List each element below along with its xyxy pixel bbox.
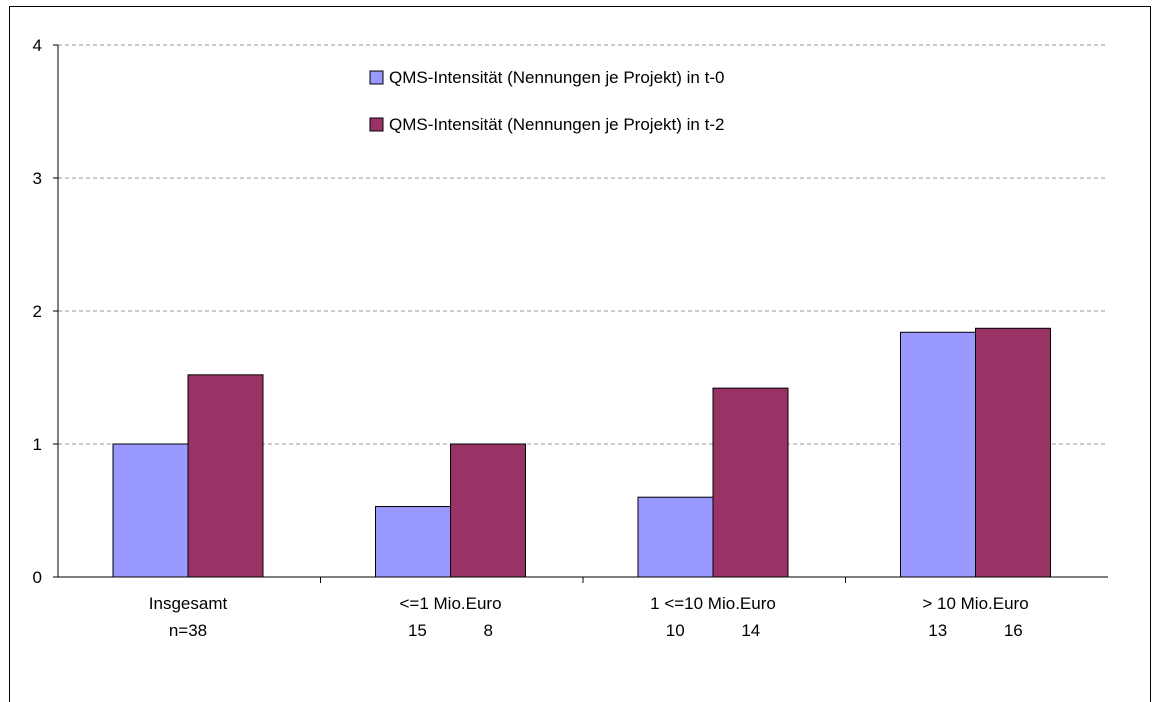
category-label: <=1 Mio.Euro — [399, 594, 501, 613]
bar-t0 — [900, 331, 976, 578]
bar-t0 — [637, 496, 714, 578]
x-axis-labels: Insgesamt n=38 <=1 Mio.Euro 15 8 1 <=10 Mio.… — [149, 594, 1029, 640]
category-label: > 10 Mio.Euro — [922, 594, 1028, 613]
y-tick-label: 2 — [33, 302, 42, 321]
legend-swatch-t2 — [369, 117, 384, 132]
y-axis-ticks: 0 1 2 3 4 — [33, 36, 58, 587]
category-label: Insgesamt — [149, 594, 228, 613]
bar-t0 — [375, 506, 451, 578]
y-tick-label: 4 — [33, 36, 42, 55]
category-sample-size: 15 8 — [408, 621, 493, 640]
legend-label-t2: QMS-Intensität (Nennungen je Projekt) in… — [389, 115, 724, 134]
chart-frame — [9, 6, 1151, 702]
legend-label-t0: QMS-Intensität (Nennungen je Projekt) in… — [389, 68, 724, 87]
bars — [112, 327, 1051, 578]
bar-t0 — [112, 443, 189, 578]
bar-t2 — [187, 374, 264, 578]
y-tick-label: 1 — [33, 435, 42, 454]
bar-t2 — [975, 327, 1051, 578]
bar-t2 — [712, 387, 789, 578]
y-tick-label: 3 — [33, 169, 42, 188]
category-sample-size: 13 16 — [928, 621, 1023, 640]
legend-swatch-t0 — [369, 70, 384, 85]
category-label: 1 <=10 Mio.Euro — [650, 594, 776, 613]
category-sample-size: n=38 — [169, 621, 207, 640]
y-tick-label: 0 — [33, 568, 42, 587]
category-sample-size: 10 14 — [666, 621, 761, 640]
bar-t2 — [450, 443, 526, 578]
legend: QMS-Intensität (Nennungen je Projekt) in… — [369, 68, 724, 134]
